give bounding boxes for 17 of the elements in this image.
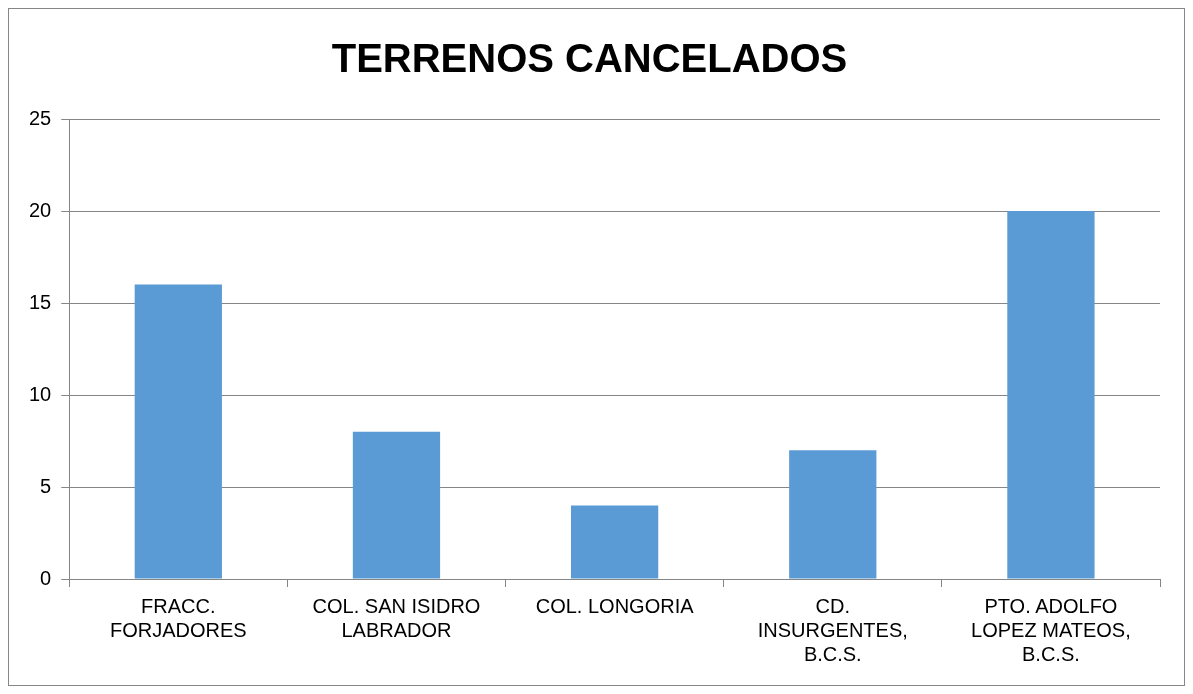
bar [1007, 211, 1095, 579]
y-tick-label: 15 [29, 290, 52, 313]
bar [352, 431, 441, 579]
bar [134, 284, 222, 579]
bar [570, 505, 659, 579]
chart-title: TERRENOS CANCELADOS [331, 36, 848, 81]
x-tick-label: COL. SAN ISIDRO LABRADOR [312, 594, 481, 641]
y-tick-label: 10 [29, 382, 52, 405]
x-tick-label: COL. LONGORIA [535, 594, 695, 617]
x-tick-label: FRACC. FORJADORES [109, 594, 247, 641]
y-tick-label: 20 [29, 198, 52, 221]
x-tick-label: CD. INSURGENTES, B.C.S. [757, 594, 908, 665]
y-tick-label: 5 [40, 474, 52, 497]
y-tick-label: 25 [29, 106, 52, 129]
bar [789, 450, 877, 579]
x-tick-label: PTO. ADOLFO LOPEZ MATEOS, B.C.S. [971, 594, 1131, 665]
y-tick-label: 0 [40, 566, 52, 589]
